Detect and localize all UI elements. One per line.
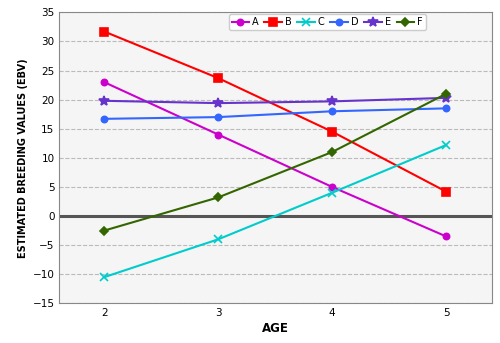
- A: [101, 80, 107, 84]
- E: [215, 101, 221, 105]
- E: [329, 99, 335, 104]
- A: [443, 234, 449, 238]
- Line: A: A: [101, 79, 449, 239]
- Line: B: B: [100, 27, 451, 196]
- D: [101, 117, 107, 121]
- C: [101, 275, 107, 279]
- F: [215, 196, 221, 200]
- F: [329, 150, 335, 154]
- B: [215, 76, 221, 80]
- Line: E: E: [100, 93, 451, 108]
- Line: F: F: [101, 91, 449, 234]
- C: [329, 191, 335, 195]
- E: [101, 99, 107, 103]
- B: [329, 130, 335, 134]
- D: [443, 106, 449, 110]
- Y-axis label: ESTIMATED BREEDING VALUES (EBV): ESTIMATED BREEDING VALUES (EBV): [18, 58, 28, 258]
- C: [215, 237, 221, 241]
- Line: D: D: [101, 105, 449, 122]
- C: [443, 143, 449, 147]
- D: [329, 109, 335, 113]
- F: [443, 92, 449, 96]
- A: [329, 185, 335, 189]
- Legend: A, B, C, D, E, F: A, B, C, D, E, F: [228, 14, 426, 30]
- D: [215, 115, 221, 119]
- B: [101, 29, 107, 34]
- E: [443, 96, 449, 100]
- F: [101, 228, 107, 233]
- X-axis label: AGE: AGE: [262, 322, 288, 335]
- B: [443, 190, 449, 194]
- A: [215, 132, 221, 137]
- Line: C: C: [100, 141, 451, 281]
